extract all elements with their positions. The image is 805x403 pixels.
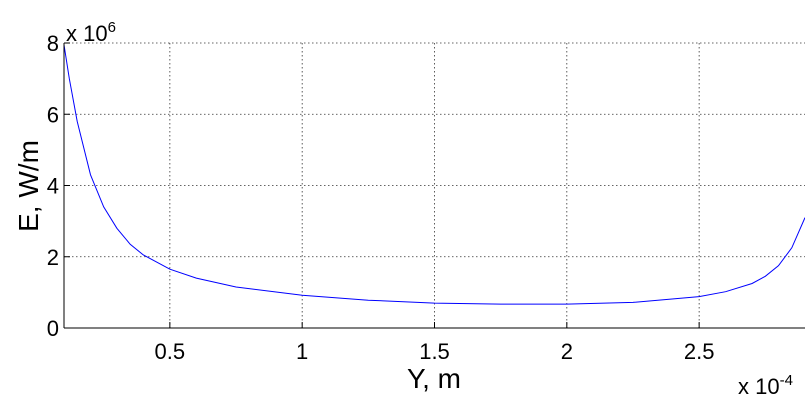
grid-lines [64, 42, 805, 328]
y-multiplier: x 106 [66, 19, 116, 46]
y-axis-label: E, W/m [13, 140, 44, 232]
x-tick-label: 1 [296, 339, 308, 364]
x-tick-label: 2 [561, 339, 573, 364]
x-multiplier-base: x 10 [738, 374, 780, 399]
y-tick-labels: 0 2 4 6 8 [47, 31, 59, 341]
y-tick-label: 6 [47, 102, 59, 127]
y-multiplier-exponent: 6 [108, 19, 116, 36]
x-tick-label: 2.5 [684, 339, 715, 364]
x-tick-labels: 0.5 1 1.5 2 2.5 [155, 339, 715, 364]
x-tick-label: 0.5 [155, 339, 186, 364]
y-tick-label: 0 [47, 316, 59, 341]
tick-marks [64, 42, 700, 329]
y-tick-label: 8 [47, 31, 59, 56]
x-axis-label: Y, m [407, 363, 461, 394]
x-tick-label: 1.5 [419, 339, 450, 364]
x-multiplier: x 10-4 [738, 372, 793, 399]
series-line [63, 44, 805, 305]
y-tick-label: 4 [47, 174, 59, 199]
x-multiplier-exponent: -4 [780, 372, 793, 389]
y-multiplier-base: x 10 [66, 21, 108, 46]
y-tick-label: 2 [47, 245, 59, 270]
plot-background [64, 43, 805, 328]
